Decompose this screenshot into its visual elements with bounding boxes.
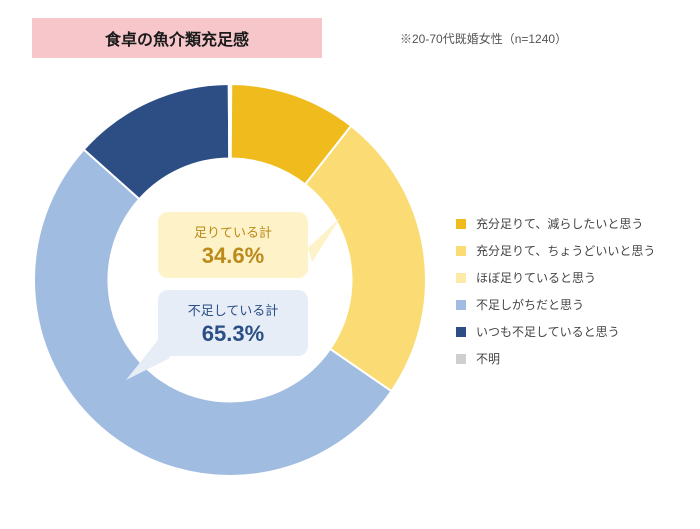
legend-swatch xyxy=(456,273,466,283)
title-text: 食卓の魚介類充足感 xyxy=(105,26,249,50)
center-label-short-text: 不足している計 xyxy=(188,300,279,319)
legend-swatch xyxy=(456,219,466,229)
legend-label: 不足しがちだと思う xyxy=(476,296,584,313)
donut-chart: 足りている計 34.6% 不足している計 65.3% xyxy=(30,80,430,480)
legend-item: 充分足りて、減らしたいと思う xyxy=(456,215,655,232)
center-label-enough-value: 34.6% xyxy=(202,243,264,269)
center-label-enough-text: 足りている計 xyxy=(194,222,272,241)
legend-label: 充分足りて、ちょうどいいと思う xyxy=(476,242,655,259)
legend-item: ほぼ足りていると思う xyxy=(456,269,655,286)
legend-item: 充分足りて、ちょうどいいと思う xyxy=(456,242,655,259)
legend-swatch xyxy=(456,246,466,256)
legend-label: 不明 xyxy=(476,350,500,367)
donut-svg xyxy=(30,80,430,480)
center-label-short-value: 65.3% xyxy=(202,321,264,347)
callout-tail-enough xyxy=(308,218,340,262)
legend-swatch xyxy=(456,354,466,364)
donut-slice xyxy=(229,84,230,158)
legend-item: 不明 xyxy=(456,350,655,367)
legend-item: いつも不足していると思う xyxy=(456,323,655,340)
legend-swatch xyxy=(456,300,466,310)
center-label-enough: 足りている計 34.6% xyxy=(158,212,308,278)
legend-label: 充分足りて、減らしたいと思う xyxy=(476,215,643,232)
donut-slice xyxy=(305,126,426,391)
legend-label: ほぼ足りていると思う xyxy=(476,269,596,286)
title-banner: 食卓の魚介類充足感 xyxy=(32,18,322,58)
legend-item: 不足しがちだと思う xyxy=(456,296,655,313)
sample-note: ※20-70代既婚女性（n=1240） xyxy=(400,30,567,47)
legend-swatch xyxy=(456,327,466,337)
center-label-short: 不足している計 65.3% xyxy=(158,290,308,356)
legend-label: いつも不足していると思う xyxy=(476,323,620,340)
legend: 充分足りて、減らしたいと思う充分足りて、ちょうどいいと思うほぼ足りていると思う不… xyxy=(456,215,655,377)
